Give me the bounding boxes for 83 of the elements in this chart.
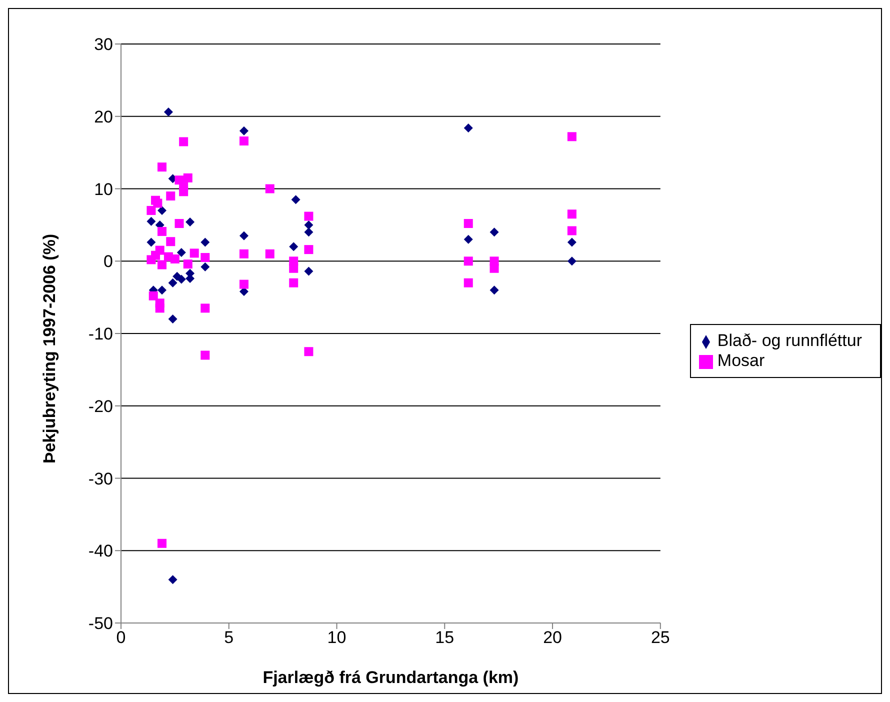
point [567, 226, 576, 236]
x-tick-label: 15 [435, 628, 454, 648]
point [164, 108, 173, 117]
point [567, 210, 576, 219]
point [289, 242, 298, 252]
point [200, 238, 210, 247]
point [239, 126, 248, 136]
point [168, 278, 178, 288]
point [157, 538, 166, 548]
point [183, 173, 192, 182]
point [567, 256, 576, 266]
point [304, 347, 314, 356]
point [289, 264, 298, 273]
point [179, 137, 188, 146]
point [239, 231, 248, 240]
point [239, 136, 248, 146]
point [176, 248, 186, 257]
legend-label: Mosar [717, 351, 765, 370]
point [190, 248, 199, 258]
point [304, 212, 314, 221]
point [239, 280, 248, 289]
y-tick-label: -40 [88, 542, 113, 561]
point [157, 226, 166, 236]
y-tick-label: -30 [88, 469, 113, 488]
y-axis-title: Þekjubreyting 1997-2006 (%) [40, 234, 60, 464]
y-tick-label: -50 [88, 614, 113, 634]
point [490, 264, 499, 273]
point [490, 286, 499, 295]
point [464, 256, 473, 266]
point [490, 228, 499, 237]
y-tick-label: -10 [88, 324, 113, 344]
point [168, 575, 178, 584]
point [157, 206, 166, 215]
x-tick-label: 0 [116, 628, 126, 648]
point [183, 260, 192, 269]
point [464, 218, 473, 228]
x-tick-label: 5 [224, 628, 234, 648]
y-tick-label: 20 [94, 107, 113, 126]
point [265, 249, 274, 258]
point [304, 245, 314, 254]
point [304, 220, 314, 230]
point [168, 314, 178, 324]
point [166, 237, 176, 246]
y-tick-label: 0 [104, 252, 113, 272]
point [200, 350, 210, 360]
point [567, 238, 576, 247]
point [200, 262, 210, 272]
point [265, 184, 274, 194]
point [179, 187, 188, 196]
point [464, 234, 473, 244]
y-tick-label: 10 [94, 180, 113, 199]
point [170, 254, 180, 264]
point [146, 238, 156, 247]
point [174, 218, 184, 228]
point [146, 206, 156, 215]
point [304, 266, 314, 276]
point [289, 278, 298, 288]
point [567, 132, 576, 142]
point [157, 286, 166, 295]
point [172, 272, 182, 281]
point [157, 260, 166, 270]
point [166, 191, 176, 200]
point [157, 162, 166, 172]
point [148, 291, 158, 300]
point [146, 216, 156, 226]
point [155, 304, 164, 313]
x-tick-label: 20 [543, 628, 562, 648]
point [304, 228, 314, 237]
point [464, 123, 473, 132]
point [200, 304, 210, 313]
x-tick-label: 25 [650, 628, 670, 648]
point [291, 195, 300, 204]
y-tick-label: -20 [88, 396, 113, 416]
point [200, 253, 210, 262]
x-tick-label: 10 [327, 628, 346, 648]
point [153, 198, 162, 208]
point [151, 250, 160, 260]
legend-label: Blað- og runnfléttur [717, 331, 862, 350]
y-tick-label: 30 [94, 35, 113, 54]
point [186, 218, 195, 227]
point [239, 249, 248, 258]
x-axis-title: Fjarlægð frá Grundartanga (km) [262, 668, 519, 687]
point [464, 278, 473, 288]
